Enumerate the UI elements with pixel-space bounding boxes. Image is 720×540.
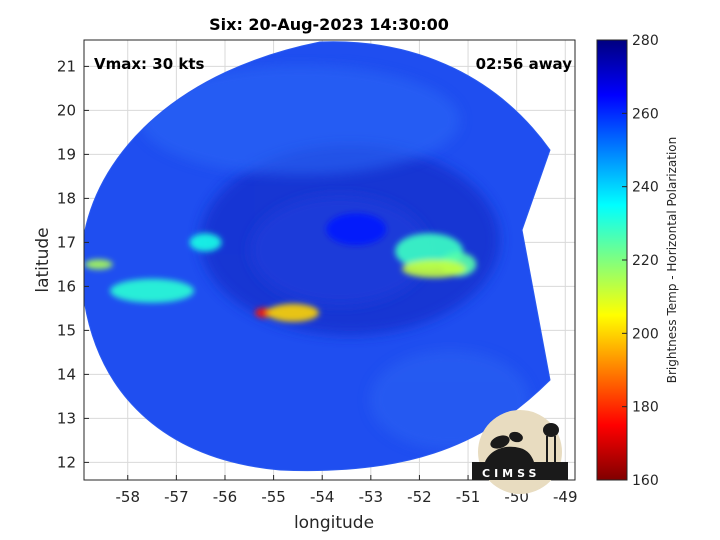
cloud-feature: [189, 233, 222, 252]
colorbar-tick-label: 200: [632, 326, 659, 342]
chart-title: Six: 20-Aug-2023 14:30:00: [209, 15, 449, 34]
time-away-label: 02:56 away: [476, 55, 573, 73]
y-tick-label: 15: [57, 321, 76, 339]
y-tick-label: 13: [57, 409, 76, 427]
cloud-feature: [267, 303, 320, 322]
colorbar-tick-label: 160: [632, 473, 659, 489]
x-tick-label: -55: [261, 488, 286, 506]
colorbar-tick-label: 240: [632, 180, 659, 196]
x-tick-label: -58: [116, 488, 141, 506]
colorbar-label: Brightness Temp - Horizontal Polarizatio…: [665, 137, 679, 384]
y-axis-label: latitude: [33, 227, 53, 292]
x-tick-label: -52: [407, 488, 432, 506]
x-tick-labels: -58 -57 -56 -55 -54 -53 -52 -51 -50 -49: [116, 475, 578, 506]
colorbar-ticks: 280 260 240 220 200 180 160: [622, 33, 659, 489]
axes-box: [83, 39, 576, 481]
x-tick-label: -51: [456, 488, 481, 506]
y-tick-label: 18: [57, 189, 76, 207]
colorbar-tick-label: 260: [632, 106, 659, 122]
logo-text: CIMSS: [482, 467, 540, 480]
swath-image: [84, 41, 551, 472]
x-tick-label: -53: [359, 488, 384, 506]
x-tick-label: -57: [164, 488, 189, 506]
colorbar-tick-label: 180: [632, 400, 659, 416]
y-tick-label: 14: [57, 365, 76, 383]
x-tick-label: -49: [553, 488, 578, 506]
x-tick-label: -56: [213, 488, 238, 506]
cloud-feature: [84, 259, 113, 270]
cloud-feature: [402, 259, 467, 278]
y-tick-label: 21: [57, 57, 76, 75]
colorbar-tick-label: 280: [632, 33, 659, 49]
y-tick-labels: 21 20 19 18 17 16 15 14 13 12: [57, 57, 89, 471]
cloud-feature: [110, 278, 195, 303]
y-tick-label: 12: [57, 453, 76, 471]
colorbar-tick-label: 220: [632, 253, 659, 269]
y-tick-label: 20: [57, 101, 76, 119]
cloud-feature: [326, 213, 387, 246]
y-tick-label: 17: [57, 233, 76, 251]
vmax-label: Vmax: 30 kts: [94, 55, 204, 73]
x-tick-label: -54: [310, 488, 335, 506]
cimss-logo: CIMSS: [472, 410, 568, 494]
y-tick-label: 16: [57, 277, 76, 295]
x-axis-label: longitude: [294, 513, 374, 533]
y-tick-label: 19: [57, 145, 76, 163]
